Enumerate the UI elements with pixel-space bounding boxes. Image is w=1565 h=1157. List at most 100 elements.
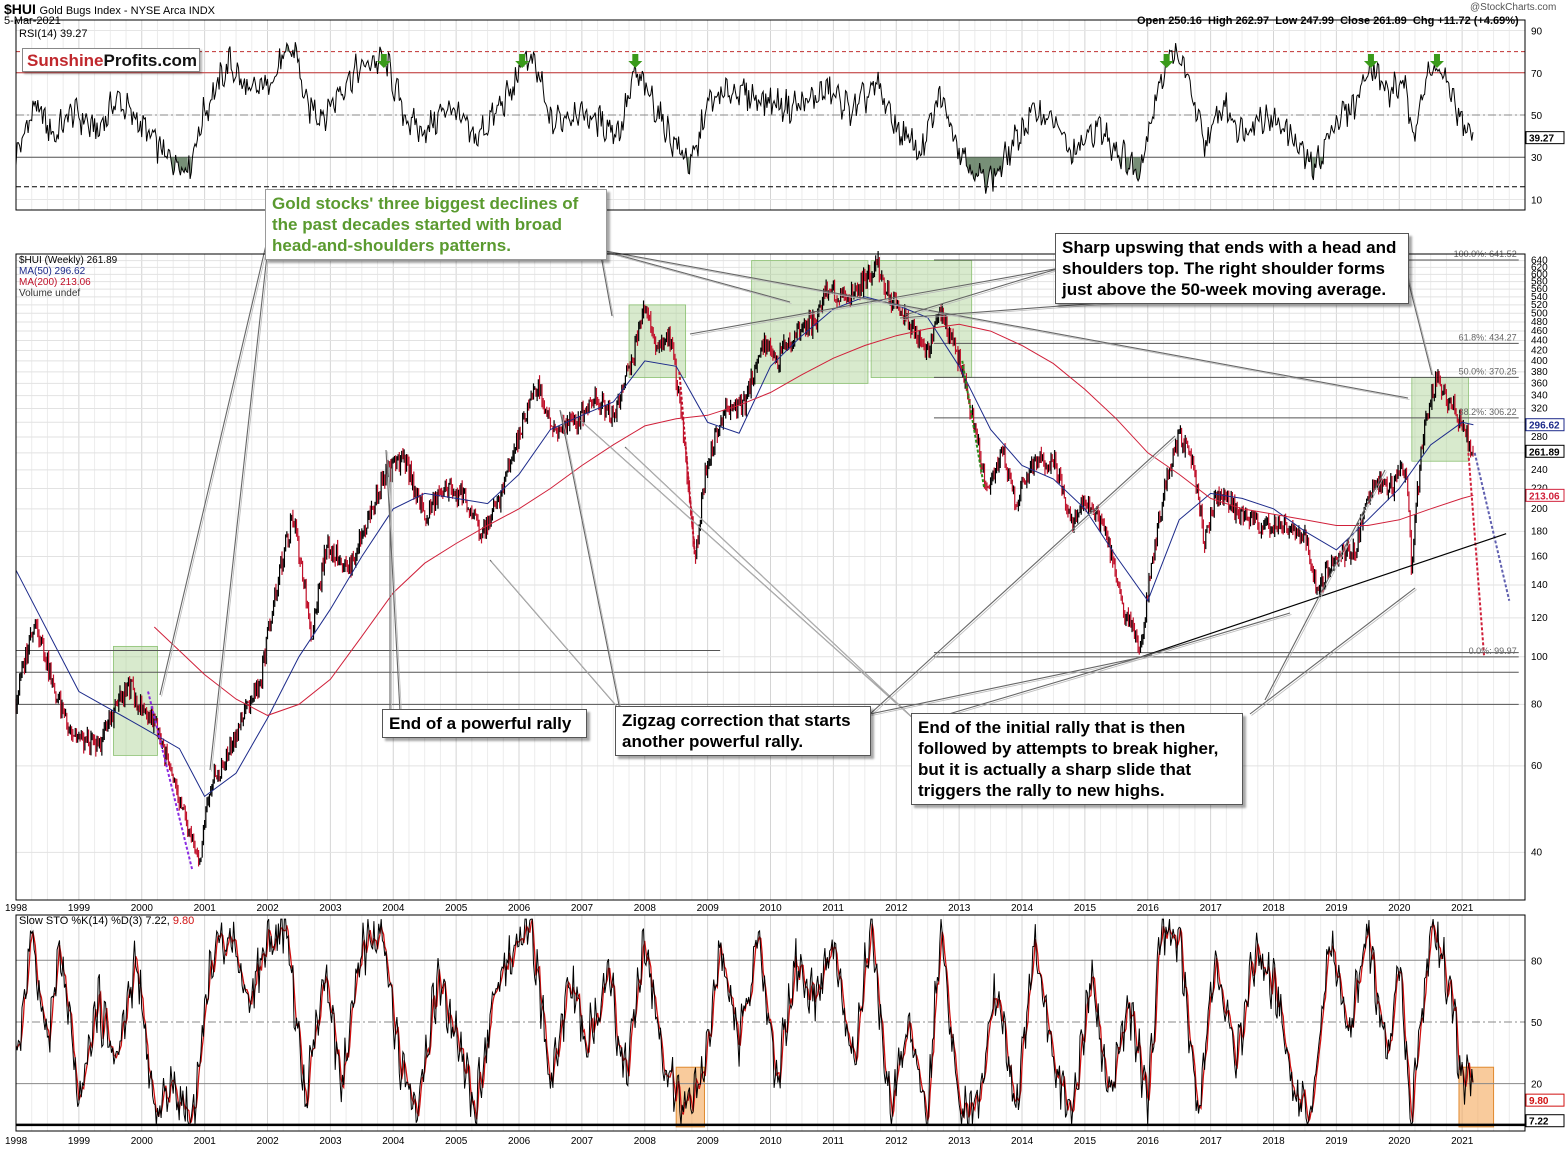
price-tick-label: 520 [1531, 300, 1548, 311]
callout-pointer-shadow [601, 251, 792, 304]
price-year-label: 2020 [1388, 903, 1411, 914]
fib-label: 50.0%: 370.25 [1459, 366, 1517, 376]
callout-pointer-shadow [871, 437, 1177, 716]
ma50-current-value: 296.62 [1529, 421, 1560, 432]
callout-pointer-shadow [871, 656, 1154, 716]
price-year-label: 2009 [697, 903, 720, 914]
callout-sharp-upswing: Sharp upswing that ends with a head and … [1055, 233, 1409, 304]
ticker-symbol: $HUI [4, 1, 36, 17]
stoch-year-label: 2008 [634, 1136, 657, 1147]
callout-pointer-line [599, 249, 613, 317]
stoch-tick-label: 80 [1531, 956, 1543, 967]
price-legend-1: MA(50) 296.62 [19, 266, 86, 277]
stoch-year-label: 2011 [822, 1136, 844, 1147]
rsi-extreme-fill [687, 157, 690, 174]
callout-pointer-line [385, 449, 401, 713]
stoch-legend: Slow STO %K(14) %D(3) 7.22, 9.80 [19, 915, 194, 927]
callout-pointer-line [159, 227, 271, 696]
panel-frame-1 [15, 253, 1526, 901]
callout-pointer-line [559, 409, 621, 711]
callout-pointer-shadow [387, 451, 402, 714]
stoch-year-label: 2000 [131, 1136, 154, 1147]
stoch-year-label: 2004 [382, 1136, 405, 1147]
price-tick-label: 120 [1531, 613, 1548, 624]
price-tick-label: 320 [1531, 404, 1548, 415]
down-arrow-icon [1429, 54, 1444, 68]
price-tick-label: 100 [1531, 652, 1548, 663]
close-current-value: 261.89 [1529, 447, 1560, 458]
price-tick-label: 560 [1531, 284, 1548, 295]
callout-pointer-shadow [491, 561, 622, 712]
stoch-year-label: 2005 [445, 1136, 468, 1147]
price-tick-label: 240 [1531, 465, 1548, 476]
price-year-label: 2015 [1074, 903, 1097, 914]
ma200-current-value-box [1525, 488, 1565, 502]
price-tick-label: 440 [1531, 336, 1548, 347]
price-year-label: 2006 [508, 903, 531, 914]
rsi-extreme-fill [1133, 157, 1141, 181]
down-arrow-icon [1363, 54, 1378, 68]
price-year-label: 2002 [257, 903, 280, 914]
callout-pointer-line [914, 612, 1291, 725]
stoch-year-label: 2021 [1451, 1136, 1474, 1147]
price-year-label: 2001 [194, 903, 217, 914]
price-year-label: 2018 [1263, 903, 1286, 914]
stoch-tick-label: 20 [1531, 1080, 1543, 1091]
projection-dashed-line [1473, 452, 1511, 602]
high-value: 262.97 [1235, 15, 1270, 27]
price-tick-label: 80 [1531, 699, 1543, 710]
hs-highlight-box [870, 260, 973, 378]
callout-pointer-shadow [691, 269, 1062, 336]
price-tick-label: 140 [1531, 580, 1548, 591]
callout-pointer-line [1249, 587, 1416, 715]
callout-pointer-shadow [581, 421, 917, 722]
stoch-legend-k: Slow STO %K(14) %D(3) 7.22, [19, 915, 170, 927]
low-value: 247.99 [1300, 15, 1334, 27]
rsi-current-value-box [1525, 131, 1565, 145]
price-year-label: 2003 [319, 903, 342, 914]
down-arrow-icon [628, 54, 643, 68]
callout-pointer-shadow [1251, 589, 1417, 716]
price-tick-label: 280 [1531, 432, 1548, 443]
price-tick-label: 480 [1531, 317, 1548, 328]
open-label: Open [1137, 15, 1166, 27]
ticker-name: Gold Bugs Index - NYSE Arca INDX [39, 5, 215, 17]
stoch-year-label: 2018 [1263, 1136, 1286, 1147]
stoch-year-label: 2019 [1325, 1136, 1348, 1147]
sunshine-profits-logo: SunshineProfits.com [22, 48, 200, 72]
stoch-year-label: 2003 [319, 1136, 342, 1147]
close-label: Close [1340, 15, 1371, 27]
stoch-year-label: 1998 [5, 1136, 28, 1147]
down-arrow-icon [1159, 54, 1174, 68]
stoch-year-label: 2017 [1200, 1136, 1223, 1147]
price-tick-label: 180 [1531, 526, 1548, 537]
support-trendline [1141, 533, 1507, 658]
ticker-header: $HUI Gold Bugs Index - NYSE Arca INDX [4, 1, 215, 17]
price-year-label: 2013 [948, 903, 971, 914]
stoch-year-label: 2010 [760, 1136, 783, 1147]
ohlc-summary: Open 250.16 High 262.97 Low 247.99 Close… [1137, 15, 1519, 27]
panel-frames [15, 19, 1526, 1132]
callout-pointer-line [1264, 469, 1386, 701]
price-year-label: 2010 [760, 903, 783, 914]
stoch-year-label: 2001 [194, 1136, 217, 1147]
rsi-tick-label: 90 [1531, 27, 1543, 38]
price-tick-label: 200 [1531, 504, 1548, 515]
down-arrow-icon [515, 54, 530, 68]
callout-pointer-shadow [1266, 471, 1387, 702]
panel-frame-2 [15, 914, 1526, 1132]
callout-pointer-shadow [161, 229, 272, 697]
logo-part2: Profits.com [103, 51, 198, 70]
price-year-label: 2000 [131, 903, 154, 914]
logo-part1: Sunshine [27, 51, 104, 70]
callout-pointer-line [869, 435, 1176, 715]
price-tick-label: 40 [1531, 847, 1543, 858]
stoch-k-line [15, 918, 1474, 1127]
price-year-label: 2005 [445, 903, 468, 914]
ma50-current-value-box [1525, 418, 1565, 432]
price-tick-label: 500 [1531, 308, 1548, 319]
close-value: 261.89 [1373, 15, 1407, 27]
rsi-tick-label: 10 [1531, 195, 1543, 206]
